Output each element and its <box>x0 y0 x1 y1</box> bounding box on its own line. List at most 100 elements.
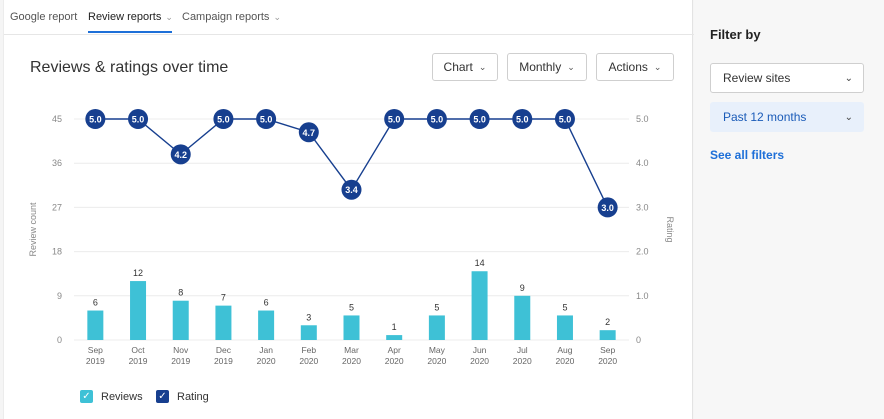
chart-type-dropdown[interactable]: Chart ⌄ <box>432 53 498 81</box>
rating-data-label: 5.0 <box>516 115 529 125</box>
bar-reviews <box>556 315 573 340</box>
rating-point <box>384 109 405 129</box>
x-tick-label-year: 2020 <box>342 356 361 366</box>
y-tick-label: 36 <box>52 158 62 168</box>
bar-data-label: 5 <box>562 302 567 312</box>
tab-label: Google report <box>10 11 78 23</box>
x-tick-label-month: Aug <box>557 345 572 355</box>
rating-data-label: 5.0 <box>388 115 401 125</box>
x-tick-label-year: 2020 <box>513 356 532 366</box>
x-tick-label-year: 2020 <box>556 356 575 366</box>
bar-data-label: 5 <box>434 302 439 312</box>
x-tick-label-month: Oct <box>131 345 145 355</box>
bar-reviews <box>258 310 275 340</box>
y-tick-label: 27 <box>52 202 62 212</box>
rating-point <box>554 109 575 129</box>
legend-reviews-toggle[interactable]: ✓ Reviews <box>80 390 143 403</box>
rating-data-label: 5.0 <box>132 115 145 125</box>
rating-point <box>469 109 490 129</box>
y2-axis-label: Rating <box>665 216 675 242</box>
x-tick-label-year: 2019 <box>129 356 148 366</box>
x-tick-label-year: 2019 <box>86 356 105 366</box>
chevron-down-icon: ⌄ <box>273 12 281 22</box>
bar-data-label: 6 <box>264 298 269 308</box>
legend-rating-toggle[interactable]: ✓ Rating <box>156 390 209 403</box>
dropdown-label: Monthly <box>519 60 562 74</box>
x-tick-label-year: 2020 <box>427 356 446 366</box>
rating-point <box>298 122 319 143</box>
y-axis-label: Review count <box>28 202 38 257</box>
bar-reviews <box>514 295 531 340</box>
x-tick-label-year: 2019 <box>171 356 190 366</box>
bar-data-label: 3 <box>306 312 311 322</box>
filter-title: Filter by <box>710 27 761 42</box>
x-tick-label-month: Jul <box>517 345 528 355</box>
rating-point <box>597 197 618 218</box>
rating-data-label: 4.7 <box>303 128 316 138</box>
rating-data-label: 5.0 <box>473 115 486 125</box>
bar-data-label: 12 <box>133 268 143 278</box>
x-tick-label-month: Mar <box>344 345 359 355</box>
rating-point <box>426 109 447 129</box>
chevron-down-icon: ⌄ <box>844 111 853 123</box>
x-tick-label-year: 2020 <box>385 356 404 366</box>
bar-reviews <box>87 310 104 340</box>
report-tabs: Google report Review reports ⌄ Campaign r… <box>4 0 694 35</box>
tab-review-reports[interactable]: Review reports ⌄ <box>88 11 173 23</box>
chevron-down-icon: ⌄ <box>567 61 575 72</box>
rating-point <box>512 109 533 129</box>
review-sites-select[interactable]: Review sites ⌄ <box>710 63 864 93</box>
period-dropdown[interactable]: Monthly ⌄ <box>507 53 587 81</box>
filter-sidebar: Filter by Review sites ⌄ Past 12 months ⌄ … <box>694 0 884 419</box>
see-all-filters-link[interactable]: See all filters <box>710 148 785 162</box>
checkbox-checked-icon: ✓ <box>80 390 93 403</box>
x-tick-label-year: 2020 <box>470 356 489 366</box>
checkbox-checked-icon: ✓ <box>156 390 169 403</box>
tab-google-report[interactable]: Google report <box>10 11 77 23</box>
x-tick-label-year: 2020 <box>257 356 276 366</box>
dropdown-label: Actions <box>608 60 648 74</box>
rating-data-label: 5.0 <box>260 115 273 125</box>
bar-data-label: 14 <box>475 258 485 268</box>
actions-dropdown[interactable]: Actions ⌄ <box>596 53 674 81</box>
bar-reviews <box>215 305 232 340</box>
tab-label: Review reports <box>88 11 162 23</box>
x-tick-label-year: 2019 <box>214 356 233 366</box>
rating-data-label: 5.0 <box>431 115 444 125</box>
bar-reviews <box>428 315 445 340</box>
x-tick-label-month: Sep <box>88 345 103 355</box>
dropdown-label: Chart <box>443 60 473 74</box>
y-tick-label: 9 <box>57 291 62 301</box>
x-tick-label-month: Feb <box>301 345 316 355</box>
legend-label: Rating <box>177 390 209 403</box>
rating-point <box>341 179 362 200</box>
date-range-select[interactable]: Past 12 months ⌄ <box>710 102 864 132</box>
rating-point <box>170 144 191 165</box>
tab-label: Campaign reports <box>182 11 270 23</box>
x-tick-label-year: 2020 <box>299 356 318 366</box>
bar-reviews <box>599 330 616 340</box>
bar-reviews <box>172 300 189 340</box>
report-panel: Google report Review reports ⌄ Campaign r… <box>3 0 694 419</box>
y2-tick-label: 0 <box>636 335 641 345</box>
y-tick-label: 45 <box>52 114 62 124</box>
chevron-down-icon: ⌄ <box>165 12 173 22</box>
chevron-down-icon: ⌄ <box>844 72 853 84</box>
y-tick-label: 18 <box>52 247 62 257</box>
bar-data-label: 6 <box>93 298 98 308</box>
x-tick-label-month: Jan <box>259 345 273 355</box>
select-label: Review sites <box>723 71 791 85</box>
y2-tick-label: 1.0 <box>636 291 649 301</box>
bar-data-label: 9 <box>520 283 525 293</box>
rating-data-label: 5.0 <box>89 115 102 125</box>
active-tab-indicator <box>88 31 172 33</box>
x-tick-label-year: 2020 <box>598 356 617 366</box>
rating-point <box>213 109 234 129</box>
bar-data-label: 2 <box>605 317 610 327</box>
page-title: Reviews & ratings over time <box>30 59 229 76</box>
tab-campaign-reports[interactable]: Campaign reports ⌄ <box>182 11 281 23</box>
bar-data-label: 8 <box>178 288 183 298</box>
bar-reviews <box>471 271 488 340</box>
rating-data-label: 3.4 <box>345 185 358 195</box>
